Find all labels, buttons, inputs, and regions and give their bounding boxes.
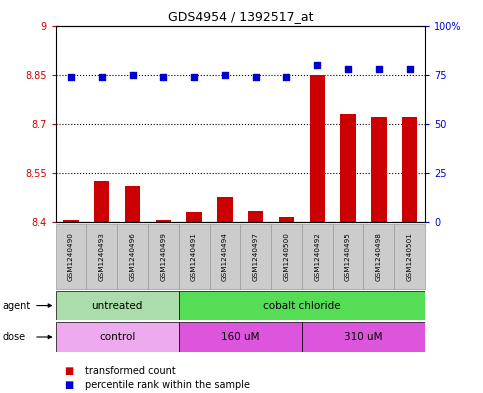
Text: 310 uM: 310 uM <box>344 332 383 342</box>
Text: ■: ■ <box>65 366 78 376</box>
Bar <box>279 217 294 222</box>
Text: agent: agent <box>2 301 30 310</box>
Text: GSM1240495: GSM1240495 <box>345 232 351 281</box>
Bar <box>371 117 386 222</box>
Bar <box>94 181 110 222</box>
Point <box>221 72 229 78</box>
Bar <box>179 291 425 320</box>
Point <box>67 73 75 80</box>
Text: GSM1240494: GSM1240494 <box>222 232 228 281</box>
Bar <box>125 186 140 222</box>
Bar <box>63 220 79 222</box>
Point <box>190 73 198 80</box>
Bar <box>394 224 425 289</box>
Text: control: control <box>99 332 135 342</box>
Bar <box>217 198 233 222</box>
Bar <box>56 322 179 352</box>
Bar <box>156 220 171 222</box>
Point <box>252 73 259 80</box>
Point <box>375 66 383 72</box>
Bar <box>333 224 364 289</box>
Text: ■: ■ <box>65 380 78 390</box>
Point <box>128 72 136 78</box>
Bar <box>148 224 179 289</box>
Point <box>406 66 413 72</box>
Text: GSM1240500: GSM1240500 <box>284 232 289 281</box>
Bar <box>186 212 202 222</box>
Bar <box>240 224 271 289</box>
Bar <box>56 291 179 320</box>
Bar <box>210 224 240 289</box>
Bar <box>179 224 210 289</box>
Bar <box>248 211 263 222</box>
Title: GDS4954 / 1392517_at: GDS4954 / 1392517_at <box>168 10 313 23</box>
Text: GSM1240496: GSM1240496 <box>129 232 136 281</box>
Bar <box>86 224 117 289</box>
Point <box>313 62 321 68</box>
Bar <box>402 117 417 222</box>
Text: GSM1240501: GSM1240501 <box>407 232 412 281</box>
Text: GSM1240492: GSM1240492 <box>314 232 320 281</box>
Bar <box>310 75 325 222</box>
Bar <box>179 322 302 352</box>
Text: 160 uM: 160 uM <box>221 332 259 342</box>
Bar <box>302 322 425 352</box>
Bar <box>302 224 333 289</box>
Text: dose: dose <box>2 332 26 342</box>
Bar <box>271 224 302 289</box>
Point <box>98 73 106 80</box>
Point <box>283 73 290 80</box>
Text: GSM1240490: GSM1240490 <box>68 232 74 281</box>
Point <box>159 73 167 80</box>
Text: transformed count: transformed count <box>85 366 175 376</box>
Point <box>344 66 352 72</box>
Text: percentile rank within the sample: percentile rank within the sample <box>85 380 250 390</box>
Text: GSM1240493: GSM1240493 <box>99 232 105 281</box>
Text: GSM1240499: GSM1240499 <box>160 232 166 281</box>
Bar <box>117 224 148 289</box>
Bar <box>364 224 394 289</box>
Text: GSM1240497: GSM1240497 <box>253 232 259 281</box>
Bar <box>56 224 86 289</box>
Text: untreated: untreated <box>91 301 143 310</box>
Text: GSM1240498: GSM1240498 <box>376 232 382 281</box>
Bar <box>341 114 356 222</box>
Text: cobalt chloride: cobalt chloride <box>263 301 341 310</box>
Text: GSM1240491: GSM1240491 <box>191 232 197 281</box>
